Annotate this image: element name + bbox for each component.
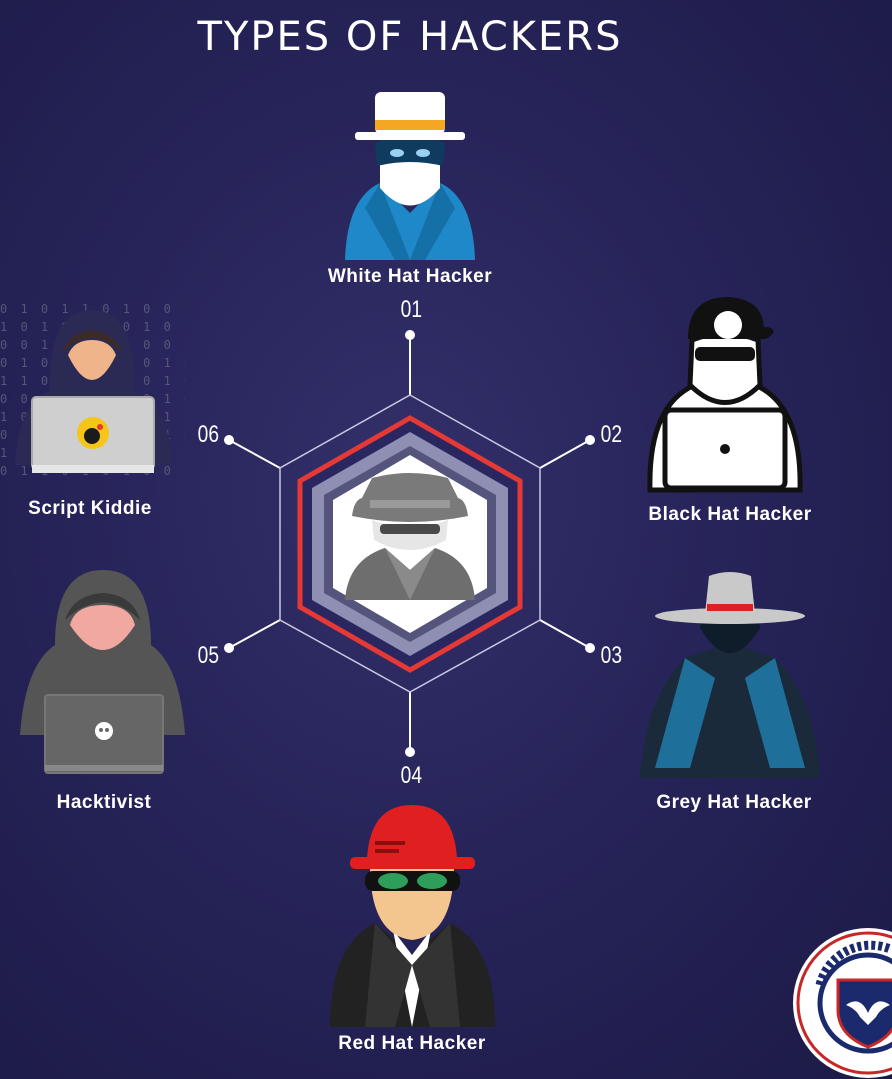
script-kiddie-icon (15, 310, 172, 473)
grey-hat-hacker-icon (640, 572, 820, 778)
node-number-04: 04 (400, 762, 423, 789)
script-kiddie-label: Script Kiddie (28, 498, 152, 519)
node-number-06: 06 (197, 421, 220, 448)
node-number-05: 05 (197, 642, 220, 669)
node-number-02: 02 (600, 421, 623, 448)
node-number-03: 03 (600, 642, 623, 669)
red-hat-label: Red Hat Hacker (338, 1033, 486, 1054)
hacktivist-label: Hacktivist (56, 792, 152, 813)
company-seal-logo (793, 928, 892, 1078)
white-hat-hacker-icon (345, 92, 475, 260)
black-hat-hacker-icon (647, 297, 803, 493)
grey-hat-label: Grey Hat Hacker (656, 792, 812, 813)
page-title: TYPES OF HACKERS (197, 14, 623, 60)
red-hat-hacker-icon (330, 805, 495, 1027)
hacktivist-icon (20, 570, 185, 774)
black-hat-label: Black Hat Hacker (648, 504, 812, 525)
node-number-01: 01 (400, 296, 423, 323)
white-hat-label: White Hat Hacker (327, 266, 493, 287)
spy-center-icon (345, 473, 475, 600)
